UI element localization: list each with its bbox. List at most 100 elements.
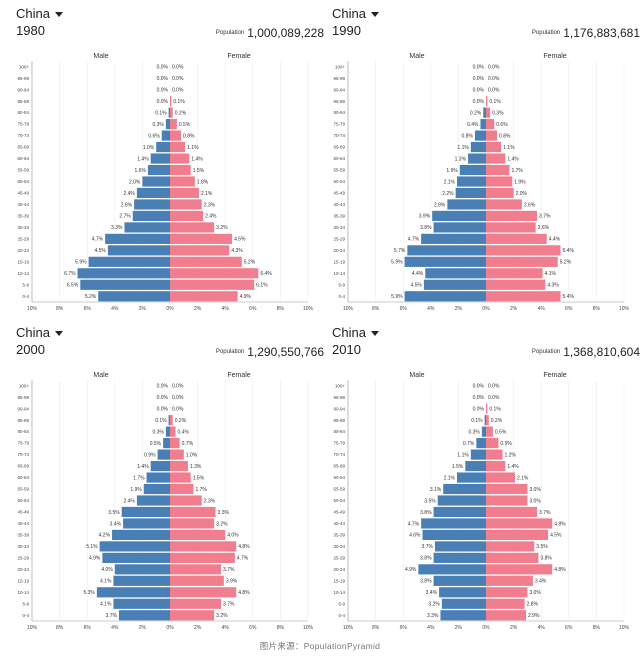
male-bar [132,210,170,222]
age-group-tick-label: 15-19 [333,259,345,264]
country-selector[interactable]: China [16,325,63,340]
female-bar [170,552,235,563]
age-group-tick-label: 80-84 [333,110,345,115]
female-bar [486,96,488,107]
female-bar [486,483,528,495]
dropdown-caret-icon[interactable] [54,331,63,337]
x-tick-label: 0% [166,625,174,631]
population-readout: Population 1,290,550,766 [216,343,324,361]
country-label[interactable]: China [332,6,366,21]
female-value-label: 0.0% [488,65,500,71]
year-label: 1980 [16,23,45,38]
male-bar [113,575,170,586]
male-series-label: Male [93,53,108,60]
male-bar [423,279,486,290]
country-label[interactable]: China [16,6,50,21]
age-group-tick-label: 45-49 [333,191,345,196]
age-group-tick-label: 75-79 [333,441,345,446]
male-bar [441,598,486,609]
female-bar [486,233,547,244]
male-value-label: 6.7% [64,271,76,277]
male-bar [422,529,486,541]
male-value-label: 0.0% [157,384,169,390]
x-tick-label: 10% [303,625,314,631]
age-group-tick-label: 45-49 [17,510,29,515]
male-bar [433,222,486,233]
female-bar [486,575,533,586]
age-group-tick-label: 50-54 [333,498,345,503]
male-value-label: 0.1% [155,110,167,116]
female-value-label: 4.1% [545,271,557,277]
x-tick-label: 6% [84,306,92,312]
female-bar [486,141,502,153]
age-group-tick-label: 25-29 [333,555,345,560]
female-value-label: 5.2% [560,260,572,266]
age-group-tick-label: 65-69 [333,464,345,469]
male-value-label: 0.0% [473,395,485,401]
female-value-label: 1.7% [195,487,207,493]
age-group-tick-label: 30-34 [17,544,29,549]
female-bar [486,256,558,267]
female-bar [170,564,222,575]
female-value-label: 3.3% [218,510,230,516]
country-label[interactable]: China [332,325,366,340]
male-series-label: Male [93,372,108,379]
male-value-label: 4.7% [92,237,104,243]
male-value-label: 3.5% [424,498,436,504]
female-value-label: 3.4% [535,579,547,585]
male-value-label: 2.2% [442,191,454,197]
female-series-label: Female [543,372,566,379]
female-bar [486,176,513,187]
male-value-label: 5.9% [75,260,87,266]
country-selector[interactable]: China [332,6,379,21]
x-tick-label: 8% [593,306,601,312]
age-group-tick-label: 10-14 [17,590,29,595]
population-label: Population [531,29,561,36]
male-bar [118,610,170,621]
female-value-label: 1.5% [193,168,205,174]
age-group-tick-label: 5-9 [22,601,29,606]
country-selector[interactable]: China [332,325,379,340]
age-group-tick-label: 40-44 [333,521,345,526]
age-group-tick-label: 40-44 [17,202,29,207]
female-value-label: 5.4% [563,294,575,300]
dropdown-caret-icon[interactable] [370,12,379,18]
female-bar [170,96,172,107]
age-group-tick-label: 15-19 [333,578,345,583]
female-bar [170,529,226,541]
female-bar [170,598,222,609]
male-bar [168,415,170,426]
male-value-label: 4.5% [94,248,106,254]
female-bar [486,291,561,302]
female-value-label: 1.0% [186,452,198,458]
country-label[interactable]: China [16,325,50,340]
female-value-label: 3.0% [529,590,541,596]
male-value-label: 3.9% [419,214,431,220]
male-value-label: 4.5% [410,283,422,289]
age-group-tick-label: 70-74 [17,133,29,138]
male-value-label: 3.3% [427,613,439,619]
male-bar [112,529,170,541]
dropdown-caret-icon[interactable] [370,331,379,337]
male-value-label: 3.7% [422,544,434,550]
year-label: 2000 [16,342,45,357]
age-group-tick-label: 55-59 [17,168,29,173]
x-tick-label: 8% [593,625,601,631]
country-selector[interactable]: China [16,6,63,21]
male-bar [98,291,170,302]
age-group-tick-label: 70-74 [333,452,345,457]
female-bar [170,245,230,256]
male-value-label: 4.0% [101,567,113,573]
male-bar [124,222,170,233]
dropdown-caret-icon[interactable] [54,12,63,18]
female-bar [486,210,538,222]
female-bar [170,587,237,598]
male-bar [146,472,170,483]
male-value-label: 0.0% [157,395,169,401]
female-value-label: 3.6% [538,225,550,231]
female-bar [486,119,495,130]
x-tick-label: 10% [27,306,38,312]
female-value-label: 0.0% [488,384,500,390]
x-tick-label: 10% [343,625,354,631]
female-bar [486,426,493,437]
